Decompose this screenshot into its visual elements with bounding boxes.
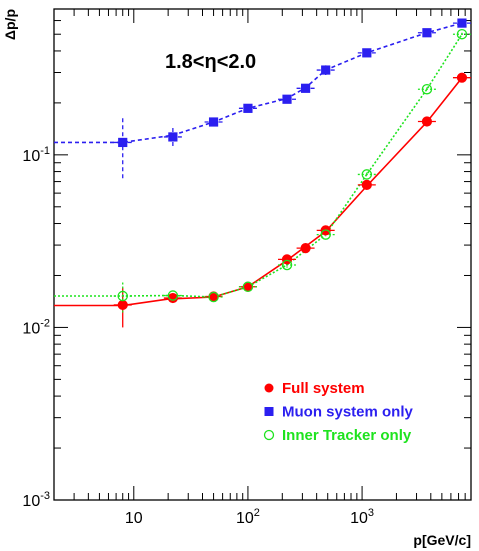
data-point <box>168 132 178 142</box>
data-point <box>300 243 311 254</box>
data-point <box>361 169 373 180</box>
x-tick-label: 10 <box>125 510 143 527</box>
data-point <box>281 254 293 265</box>
series-line-0 <box>54 77 463 307</box>
data-point <box>117 299 128 311</box>
data-point <box>421 116 433 127</box>
data-point <box>243 103 253 113</box>
data-point <box>281 259 293 271</box>
y-tick-label: 10-2 <box>22 317 50 337</box>
legend-marker <box>264 407 274 416</box>
y-tick-label: 10-3 <box>22 490 50 510</box>
data-point <box>208 117 219 127</box>
plot-frame <box>53 8 472 501</box>
x-axis-label: p[GeV/c] <box>413 532 471 548</box>
data-point <box>208 291 219 303</box>
data-point <box>282 94 292 104</box>
data-point <box>456 28 468 40</box>
data-point <box>362 48 372 58</box>
legend-marker <box>263 429 275 441</box>
data-point <box>242 281 254 293</box>
series-line-1 <box>54 22 463 144</box>
data-point <box>421 83 433 95</box>
legend-label: Full system <box>282 380 365 397</box>
data-point <box>300 83 311 93</box>
data-point <box>457 18 467 28</box>
data-point <box>117 290 128 302</box>
data-point <box>456 72 468 83</box>
legend-marker <box>264 383 274 393</box>
data-point <box>118 137 128 148</box>
data-point <box>167 290 179 301</box>
x-tick-label: 103 <box>350 507 374 527</box>
data-point <box>422 28 432 38</box>
data-point <box>320 229 331 240</box>
eta-range-annotation: 1.8<η<2.0 <box>165 51 256 73</box>
legend-label: Muon system only <box>282 404 414 421</box>
data-point <box>321 65 331 75</box>
y-axis-label: Δp/p <box>2 9 18 40</box>
x-tick-label: 102 <box>236 507 260 527</box>
y-tick-label: 10-1 <box>22 145 50 165</box>
legend-label: Inner Tracker only <box>282 427 412 444</box>
data-point <box>361 179 372 190</box>
series-line-2 <box>54 33 463 298</box>
